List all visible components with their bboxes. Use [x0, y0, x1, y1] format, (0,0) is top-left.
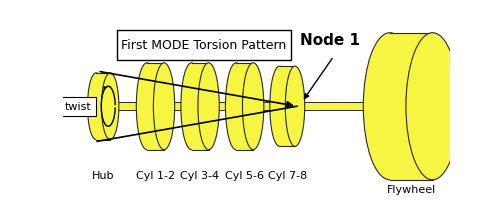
Bar [239, 98, 250, 115]
Bar [282, 98, 295, 115]
Bar [390, 33, 432, 180]
Ellipse shape [270, 66, 289, 146]
Ellipse shape [286, 66, 304, 146]
Text: Cyl 3-4: Cyl 3-4 [180, 171, 220, 181]
Bar [236, 63, 253, 150]
Bar [206, 102, 239, 110]
Bar [147, 63, 164, 150]
Ellipse shape [198, 63, 219, 150]
Text: twist: twist [65, 102, 92, 112]
Text: Cyl 7-8: Cyl 7-8 [268, 171, 307, 181]
Ellipse shape [102, 73, 119, 140]
Ellipse shape [154, 63, 174, 150]
Bar [250, 102, 282, 110]
Bar [192, 63, 208, 150]
Bar [280, 66, 295, 146]
Bar [96, 73, 110, 140]
Ellipse shape [242, 63, 264, 150]
Ellipse shape [181, 63, 202, 150]
Text: Node 1: Node 1 [300, 33, 360, 48]
FancyBboxPatch shape [117, 30, 291, 60]
Bar [107, 102, 150, 110]
Ellipse shape [136, 63, 158, 150]
Bar [90, 98, 107, 115]
Bar [150, 98, 162, 115]
Ellipse shape [88, 73, 105, 140]
Text: Hub: Hub [92, 171, 114, 181]
Ellipse shape [406, 33, 459, 180]
Bar [194, 98, 206, 115]
Bar [162, 102, 194, 110]
Text: Cyl 1-2: Cyl 1-2 [136, 171, 175, 181]
Text: First MODE Torsion Pattern: First MODE Torsion Pattern [122, 39, 286, 52]
FancyBboxPatch shape [60, 97, 96, 116]
Bar [295, 102, 388, 110]
Text: Flywheel: Flywheel [386, 185, 436, 195]
Ellipse shape [364, 33, 416, 180]
Text: Cyl 5-6: Cyl 5-6 [225, 171, 264, 181]
Ellipse shape [226, 63, 247, 150]
